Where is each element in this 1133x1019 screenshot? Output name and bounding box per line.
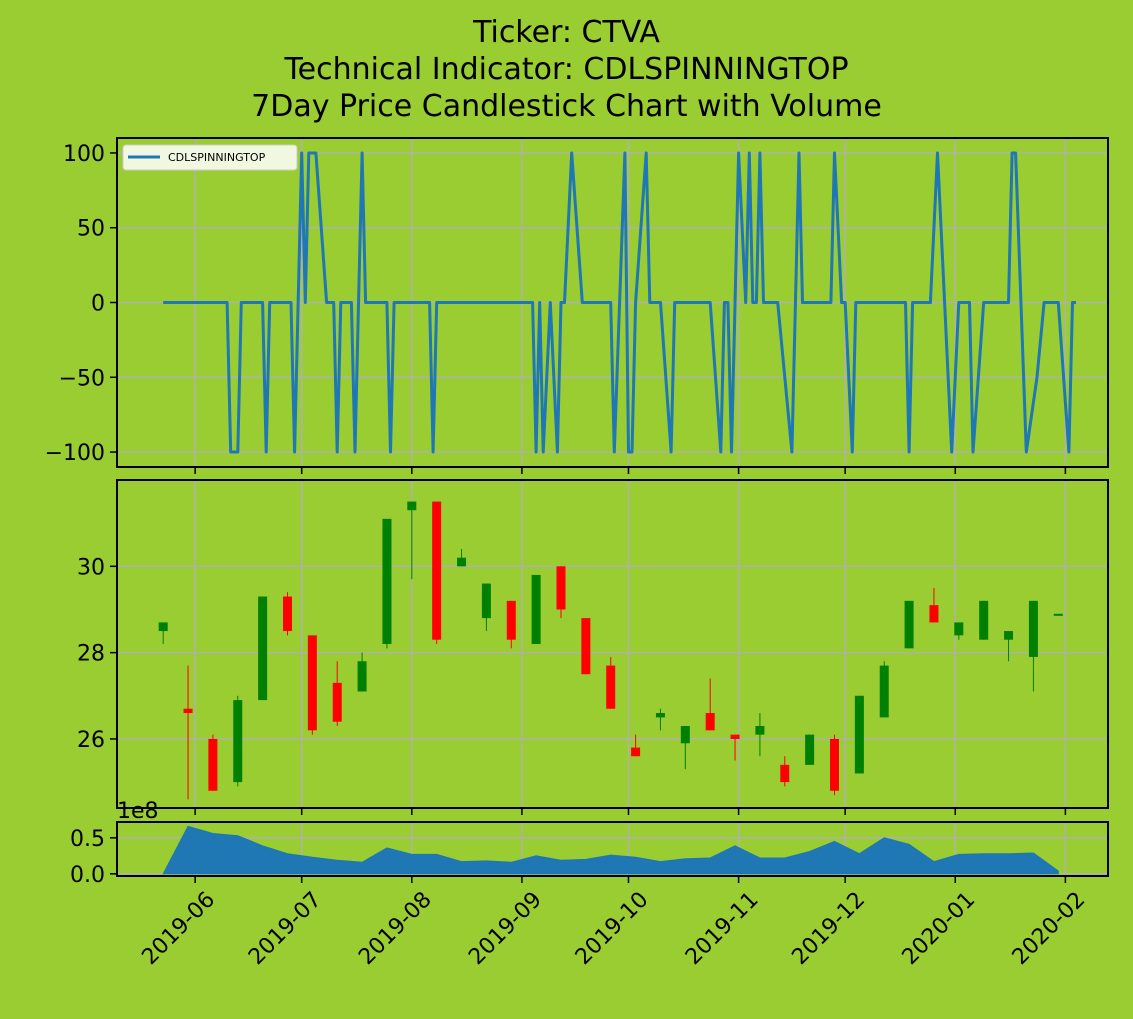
y-tick-label: −100	[45, 441, 105, 466]
y-tick-label: 0.0	[70, 863, 105, 888]
y-tick-label: 50	[77, 217, 105, 242]
x-tick-label: 2019-07	[244, 887, 327, 970]
candle-body	[258, 596, 268, 701]
y-tick-label: −50	[59, 366, 105, 391]
candle-body	[631, 747, 641, 757]
candle-body	[904, 600, 914, 649]
candle-body	[854, 695, 864, 774]
x-tick-label: 2019-09	[464, 887, 547, 970]
axes-frame	[116, 479, 1109, 809]
candle-body	[1004, 631, 1014, 640]
candle-body	[879, 665, 889, 718]
candle-body	[556, 566, 566, 610]
candle-body	[407, 501, 417, 511]
candle-body	[282, 596, 292, 632]
candle-body	[829, 738, 839, 791]
candle-body	[1028, 600, 1038, 657]
candle-body	[755, 726, 765, 735]
x-tick-label: 2020-01	[898, 887, 981, 970]
candle-body	[457, 557, 467, 567]
volume-area	[162, 825, 1059, 875]
x-tick-label: 2020-02	[1008, 887, 1091, 970]
x-tick-label: 2019-06	[137, 887, 220, 970]
chart-title-indicator: Technical Indicator: CDLSPINNINGTOP	[284, 52, 849, 87]
volume-offset-label: 1e8	[117, 799, 159, 824]
candle-body	[655, 713, 665, 718]
candle-body	[183, 708, 193, 714]
candle-body	[382, 518, 392, 644]
candle-body	[307, 635, 317, 731]
legend-label: CDLSPINNINGTOP	[168, 151, 266, 164]
candle-body	[208, 738, 218, 791]
candle-body	[730, 734, 740, 739]
y-tick-label: 0	[91, 292, 105, 317]
legend: CDLSPINNINGTOP	[122, 144, 298, 171]
candle-body	[357, 661, 367, 692]
x-tick-label: 2019-10	[571, 887, 654, 970]
candle-body	[606, 665, 616, 709]
candle-body	[506, 600, 516, 640]
candle-body	[705, 713, 715, 731]
candle-body	[805, 734, 815, 765]
candle-body	[979, 600, 989, 640]
axes-frame	[116, 821, 1109, 877]
candle-body	[432, 501, 442, 640]
x-tick-label: 2019-08	[354, 887, 437, 970]
candle-body	[780, 764, 790, 783]
indicator-line	[163, 151, 1076, 454]
candle-body	[233, 700, 243, 783]
candle-body	[481, 583, 491, 619]
y-tick-label: 26	[77, 728, 105, 753]
x-tick-label: 2019-12	[787, 887, 870, 970]
y-tick-label: 100	[63, 142, 105, 167]
candle-body	[581, 618, 591, 675]
candle-body	[332, 682, 342, 722]
axes-frame	[116, 137, 1109, 468]
legend-box	[122, 144, 298, 171]
candle-body	[954, 622, 964, 636]
chart-title-ticker: Ticker: CTVA	[473, 15, 660, 50]
y-tick-label: 30	[77, 555, 105, 580]
candle-body	[929, 605, 939, 623]
candle-body	[1053, 613, 1063, 616]
candle-body	[531, 574, 541, 644]
x-tick-label: 2019-11	[681, 887, 764, 970]
candle-body	[680, 726, 690, 744]
y-tick-label: 0.5	[70, 827, 105, 852]
candle-body	[158, 622, 168, 632]
chart-title-description: 7Day Price Candlestick Chart with Volume	[251, 89, 882, 124]
y-tick-label: 28	[77, 642, 105, 667]
